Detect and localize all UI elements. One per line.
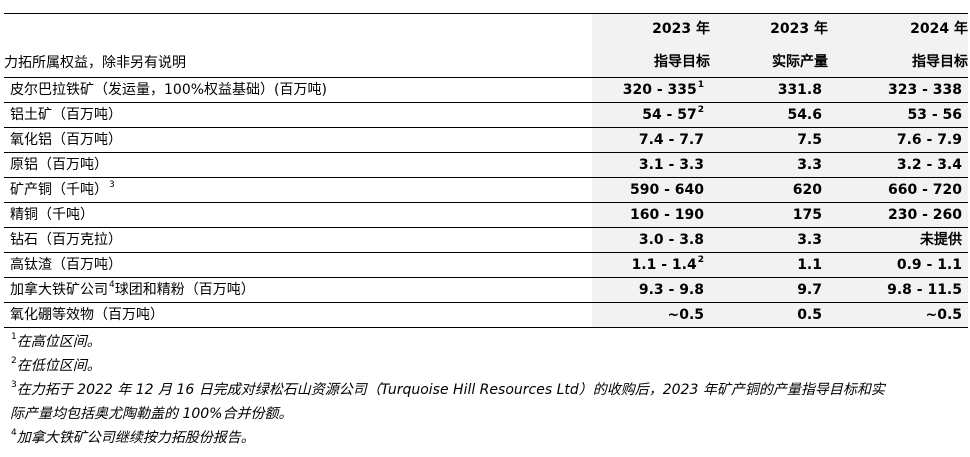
value-cell-col1: 160 - 190 bbox=[592, 202, 710, 228]
footnote-marker: 3 bbox=[109, 180, 115, 191]
footnote-marker: 1 bbox=[697, 80, 704, 91]
row-label: 矿产铜（千吨）3 bbox=[4, 177, 592, 203]
header-col2-line1: 2023 年 bbox=[710, 13, 828, 40]
table-row: 矿产铜（千吨）3 590 - 640 620 660 - 720 bbox=[4, 177, 968, 203]
value-cell-col1: 3.1 - 3.3 bbox=[592, 152, 710, 178]
table-row: 加拿大铁矿公司4球团和精粉（百万吨） 9.3 - 9.8 9.7 9.8 - 11.5 bbox=[4, 277, 968, 303]
footnote: 3在力拓于 2022 年 12 月 16 日完成对绿松石山资源公司（Turquo… bbox=[11, 380, 885, 398]
value-cell-col3: 3.2 - 3.4 bbox=[828, 152, 968, 178]
row-label: 氧化硼等效物（百万吨） bbox=[4, 302, 592, 328]
value-cell-col1: ~0.5 bbox=[592, 302, 710, 328]
row-label: 氧化铝（百万吨） bbox=[4, 127, 592, 153]
footnote-marker: 2 bbox=[697, 255, 704, 266]
value-cell-col1: 1.1 - 1.42 bbox=[592, 252, 710, 278]
row-label-header: 力拓所属权益，除非另有说明 bbox=[4, 55, 186, 71]
footnotes: 1在高位区间。 2在低位区间。 3在力拓于 2022 年 12 月 16 日完成对绿… bbox=[4, 330, 968, 450]
value-cell-col1: 9.3 - 9.8 bbox=[592, 277, 710, 303]
value-cell-col2: 54.6 bbox=[710, 102, 828, 128]
row-label: 高钛渣（百万吨） bbox=[4, 252, 592, 278]
value-cell-col3: 未提供 bbox=[828, 227, 968, 253]
footnote: 4加拿大铁矿公司继续按力拓股份报告。 bbox=[11, 428, 255, 446]
production-guidance-table: 2023 年 2023 年 2024 年 力拓所属权益，除非另有说明 指导目标 … bbox=[4, 13, 968, 328]
value-cell-col3: 7.6 - 7.9 bbox=[828, 127, 968, 153]
table-header: 2023 年 2023 年 2024 年 力拓所属权益，除非另有说明 指导目标 … bbox=[4, 13, 968, 78]
row-label: 钻石（百万克拉） bbox=[4, 227, 592, 253]
value-cell-col2: 0.5 bbox=[710, 302, 828, 328]
table-row: 铝土矿（百万吨） 54 - 572 54.6 53 - 56 bbox=[4, 102, 968, 128]
value-cell-col3: ~0.5 bbox=[828, 302, 968, 328]
header-col1-line2: 指导目标 bbox=[592, 40, 710, 78]
value-cell-col3: 323 - 338 bbox=[828, 77, 968, 103]
value-cell-col3: 660 - 720 bbox=[828, 177, 968, 203]
table-row: 原铝（百万吨） 3.1 - 3.3 3.3 3.2 - 3.4 bbox=[4, 152, 968, 178]
value-cell-col2: 1.1 bbox=[710, 252, 828, 278]
value-cell-col1: 590 - 640 bbox=[592, 177, 710, 203]
header-spacer bbox=[4, 13, 592, 40]
footnote-number: 4 bbox=[11, 428, 17, 439]
header-col3-line1: 2024 年 bbox=[828, 13, 968, 40]
value-cell-col2: 331.8 bbox=[710, 77, 828, 103]
footnote: 际产量均包括奥尤陶勒盖的 100%合并份额。 bbox=[10, 406, 293, 422]
value-cell-col3: 0.9 - 1.1 bbox=[828, 252, 968, 278]
header-col2-line2: 实际产量 bbox=[710, 40, 828, 78]
row-label: 铝土矿（百万吨） bbox=[4, 102, 592, 128]
row-label: 原铝（百万吨） bbox=[4, 152, 592, 178]
footnote-number: 2 bbox=[11, 356, 17, 367]
row-label: 皮尔巴拉铁矿（发运量，100%权益基础）(百万吨) bbox=[4, 77, 592, 103]
value-cell-col1: 3.0 - 3.8 bbox=[592, 227, 710, 253]
value-cell-col1: 320 - 3351 bbox=[592, 77, 710, 103]
row-label: 加拿大铁矿公司4球团和精粉（百万吨） bbox=[4, 277, 592, 303]
value-cell-col1: 7.4 - 7.7 bbox=[592, 127, 710, 153]
value-cell-col2: 175 bbox=[710, 202, 828, 228]
header-col1-line1: 2023 年 bbox=[592, 13, 710, 40]
footnote: 2在低位区间。 bbox=[11, 356, 101, 374]
row-label: 精铜（千吨） bbox=[4, 202, 592, 228]
value-cell-col2: 9.7 bbox=[710, 277, 828, 303]
value-cell-col2: 3.3 bbox=[710, 152, 828, 178]
value-cell-col1: 54 - 572 bbox=[592, 102, 710, 128]
value-cell-col3: 230 - 260 bbox=[828, 202, 968, 228]
footnote-marker: 4 bbox=[109, 280, 115, 291]
value-cell-col2: 3.3 bbox=[710, 227, 828, 253]
table-row: 氧化铝（百万吨） 7.4 - 7.7 7.5 7.6 - 7.9 bbox=[4, 127, 968, 153]
value-cell-col3: 9.8 - 11.5 bbox=[828, 277, 968, 303]
header-col3-line2: 指导目标 bbox=[828, 40, 968, 78]
value-cell-col2: 7.5 bbox=[710, 127, 828, 153]
footnote-marker: 2 bbox=[697, 105, 704, 116]
table-row: 钻石（百万克拉） 3.0 - 3.8 3.3 未提供 bbox=[4, 227, 968, 253]
value-cell-col3: 53 - 56 bbox=[828, 102, 968, 128]
table-row: 氧化硼等效物（百万吨） ~0.5 0.5 ~0.5 bbox=[4, 302, 968, 328]
footnote: 1在高位区间。 bbox=[11, 332, 101, 350]
footnote-number: 1 bbox=[11, 332, 17, 343]
footnote-number: 3 bbox=[11, 380, 17, 391]
guidance-table-container: 2023 年 2023 年 2024 年 力拓所属权益，除非另有说明 指导目标 … bbox=[4, 13, 968, 450]
table-row: 精铜（千吨） 160 - 190 175 230 - 260 bbox=[4, 202, 968, 228]
table-body: 皮尔巴拉铁矿（发运量，100%权益基础）(百万吨) 320 - 3351 331.8… bbox=[4, 77, 968, 328]
table-row: 高钛渣（百万吨） 1.1 - 1.42 1.1 0.9 - 1.1 bbox=[4, 252, 968, 278]
table-row: 皮尔巴拉铁矿（发运量，100%权益基础）(百万吨) 320 - 3351 331.8… bbox=[4, 77, 968, 103]
value-cell-col2: 620 bbox=[710, 177, 828, 203]
